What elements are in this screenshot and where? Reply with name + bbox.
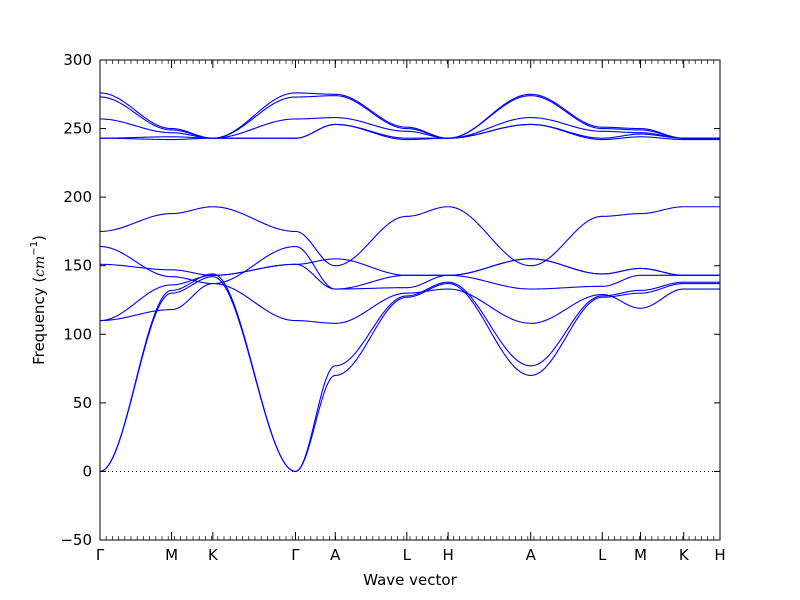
- y-tick-label: 300: [63, 51, 92, 69]
- band-line-3: [99, 282, 720, 324]
- x-tick-label-10: K: [679, 546, 690, 564]
- x-tick-label-8: L: [598, 546, 607, 564]
- y-axis-title-exponent: −1: [29, 241, 40, 256]
- svg-text:Frequency (cm−1): Frequency (cm−1): [29, 235, 48, 365]
- band-line-7: [99, 206, 720, 267]
- y-axis-title-text: Frequency: [30, 283, 48, 365]
- y-tick-label: 200: [63, 188, 92, 206]
- x-tick-label-5: L: [403, 546, 412, 564]
- band-line-4: [99, 263, 720, 322]
- band-line-1: [99, 276, 720, 472]
- x-tick-label-4: A: [330, 546, 341, 564]
- y-axis-title: Frequency (cm−1): [29, 235, 48, 365]
- x-tick-label-9: M: [634, 546, 647, 564]
- plot-frame: [99, 59, 721, 541]
- y-tick-label: 150: [63, 257, 92, 275]
- y-tick-label: 250: [63, 120, 92, 138]
- y-axis-title-close: ): [30, 235, 48, 241]
- x-tick-label-3: Γ: [291, 546, 300, 564]
- x-axis-title: Wave vector: [363, 571, 457, 589]
- y-tick-label: −50: [60, 531, 92, 549]
- x-tick-label-11: H: [714, 546, 725, 564]
- x-tick-label-6: H: [442, 546, 453, 564]
- y-tick-label: 100: [63, 325, 92, 343]
- band-line-12: [99, 92, 720, 139]
- x-tick-label-7: A: [526, 546, 537, 564]
- x-tick-label-0: Γ: [96, 546, 105, 564]
- y-axis-title-open: (: [30, 277, 48, 283]
- band-line-6: [99, 245, 720, 290]
- y-tick-label: 0: [82, 462, 92, 480]
- x-tick-label-1: M: [165, 546, 178, 564]
- y-axis-title-unit: cm: [32, 256, 48, 277]
- x-tick-label-2: K: [208, 546, 219, 564]
- y-tick-label: 50: [73, 394, 92, 412]
